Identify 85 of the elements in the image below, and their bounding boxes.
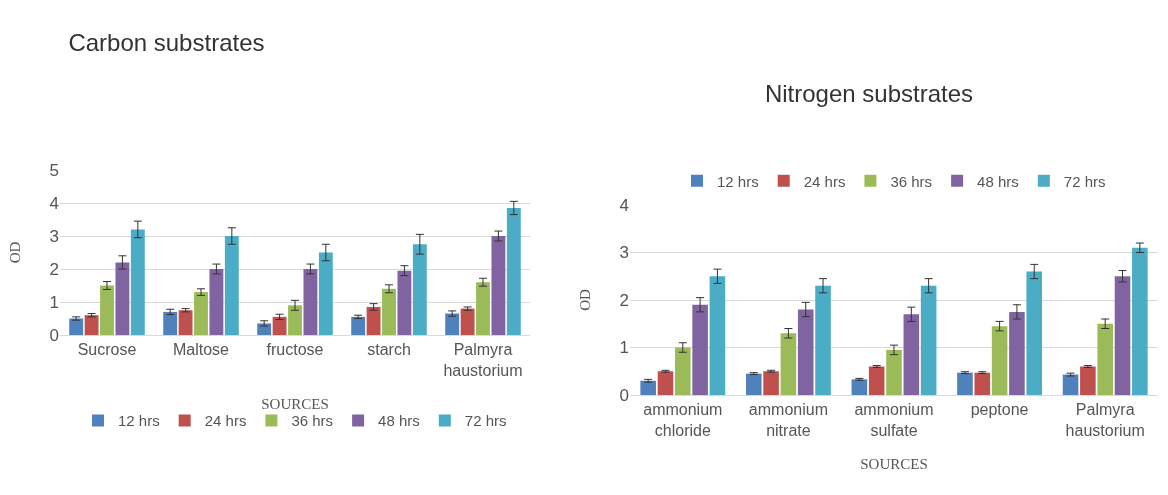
legend-label: 36 hrs — [890, 172, 933, 190]
bar — [194, 292, 208, 335]
legend-label: 12 hrs — [118, 412, 160, 430]
bar — [84, 315, 99, 335]
x-axis-title: SOURCES — [261, 396, 329, 412]
bar — [272, 316, 287, 335]
legend-label: 48 hrs — [378, 412, 420, 430]
bar — [780, 333, 797, 395]
legend-label: 36 hrs — [291, 412, 334, 430]
bar — [224, 236, 239, 335]
bar — [709, 276, 726, 395]
x-tick-label: starch — [367, 341, 411, 359]
bar — [445, 313, 460, 335]
bar — [460, 308, 475, 335]
bar — [506, 207, 521, 335]
bar — [991, 326, 1008, 395]
bar — [318, 252, 333, 335]
bar — [476, 282, 490, 335]
bar — [130, 229, 145, 335]
legend-label: 72 hrs — [1063, 172, 1106, 190]
x-axis-title: SOURCES — [860, 456, 928, 472]
y-tick-label: 0 — [49, 325, 59, 345]
bar — [100, 285, 114, 335]
y-tick-label: 2 — [49, 259, 59, 279]
legend-label: 48 hrs — [977, 172, 1019, 190]
y-tick-label: 1 — [49, 292, 59, 312]
bar — [797, 309, 814, 395]
x-tick-label: ammonium chloride — [643, 401, 723, 439]
bar — [1097, 323, 1113, 395]
bar — [303, 269, 318, 335]
bar — [1009, 311, 1025, 395]
bar — [657, 371, 674, 395]
y-tick-label: 3 — [619, 243, 629, 263]
bar — [1114, 276, 1131, 395]
y-tick-label: 3 — [49, 226, 59, 246]
y-tick-label: 1 — [619, 338, 629, 358]
bar — [815, 285, 831, 395]
bar — [886, 349, 902, 395]
bar — [745, 373, 762, 395]
bar — [903, 314, 920, 395]
x-tick-label: Palmyra haustorium — [1065, 401, 1145, 439]
x-tick-label: peptone — [970, 401, 1029, 419]
bar — [397, 270, 412, 335]
chart-title: Carbon substrates — [68, 29, 265, 57]
x-tick-label: Palmyra haustorium — [443, 341, 523, 379]
chart-title: Nitrogen substrates — [764, 80, 974, 108]
legend-label: 12 hrs — [717, 172, 759, 190]
bar — [974, 372, 991, 395]
bar — [178, 310, 193, 335]
legend-label: 24 hrs — [204, 412, 247, 430]
bar — [692, 304, 708, 395]
y-tick-label: 4 — [49, 193, 59, 213]
bar — [351, 316, 366, 335]
y-tick-label: 0 — [619, 385, 629, 405]
bar — [920, 285, 937, 395]
y-tick-label: 2 — [619, 290, 629, 310]
bar — [288, 305, 302, 335]
y-axis-title: OD — [7, 241, 23, 264]
bar — [366, 306, 381, 335]
y-tick-label: 5 — [49, 160, 59, 180]
legend-label: 72 hrs — [464, 412, 507, 430]
bar — [640, 380, 656, 395]
legend-label: 24 hrs — [803, 172, 846, 190]
bar — [957, 372, 973, 395]
bar — [1132, 247, 1148, 395]
y-tick-label: 4 — [619, 195, 629, 215]
bar — [868, 366, 885, 395]
bar — [675, 347, 691, 395]
x-tick-label: Maltose — [172, 341, 230, 359]
bar — [115, 262, 130, 335]
bar — [69, 318, 84, 335]
bar — [851, 379, 868, 395]
x-tick-label: ammonium sulfate — [854, 401, 934, 439]
bar — [382, 288, 396, 335]
x-tick-label: Sucrose — [77, 341, 137, 359]
y-axis-title: OD — [577, 289, 593, 311]
bar — [412, 244, 427, 335]
x-tick-label: ammonium nitrate — [748, 401, 828, 439]
bar — [163, 311, 178, 335]
bar — [1080, 366, 1096, 395]
bar — [1026, 271, 1043, 395]
bar — [209, 269, 224, 335]
x-tick-label: fructose — [266, 341, 324, 359]
bar — [491, 236, 506, 335]
bar — [763, 371, 779, 395]
